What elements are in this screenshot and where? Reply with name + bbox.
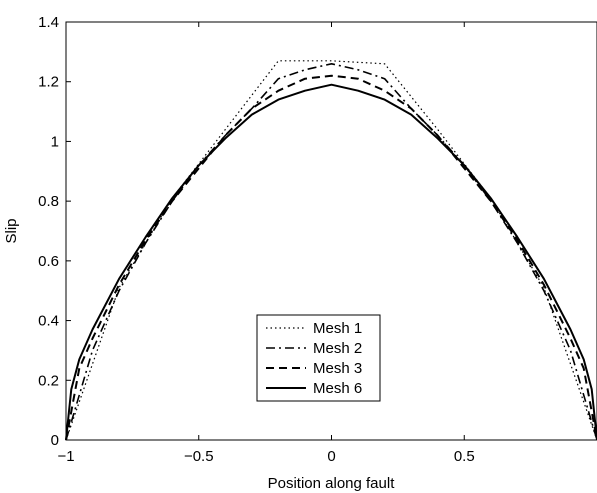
x-tick-label: 0 xyxy=(327,448,335,465)
y-tick-label: 1.4 xyxy=(38,14,59,31)
x-axis-label: Position along fault xyxy=(268,475,396,492)
legend-label-2: Mesh 2 xyxy=(313,340,362,357)
y-tick-label: 1 xyxy=(51,133,59,150)
y-tick-label: 0.6 xyxy=(38,253,59,270)
legend-label-3: Mesh 3 xyxy=(313,360,362,377)
y-tick-label: 0.8 xyxy=(38,193,59,210)
legend: Mesh 1 Mesh 2 Mesh 3 Mesh 6 xyxy=(256,314,381,402)
y-tick-label: 0.4 xyxy=(38,313,59,330)
x-tick-label: 0.5 xyxy=(454,448,475,465)
y-tick-label: 1.2 xyxy=(38,74,59,91)
series-layer xyxy=(65,60,597,441)
x-tick-label: −0.5 xyxy=(184,448,214,465)
legend-box xyxy=(256,314,381,402)
series-line-3 xyxy=(65,74,597,441)
series-line-4 xyxy=(65,83,597,441)
ticks-layer: −1 −0.5 0 0.5 0 0.2 0.4 0.6 0.8 1 1.2 1.4 xyxy=(38,14,475,465)
y-tick-label: 0 xyxy=(51,432,59,449)
y-axis-label: Slip xyxy=(3,218,20,243)
x-tick-label: −1 xyxy=(57,448,74,465)
y-tick-label: 0.2 xyxy=(38,372,59,389)
series-line-2 xyxy=(65,62,597,441)
legend-label-4: Mesh 6 xyxy=(313,380,362,397)
legend-label-1: Mesh 1 xyxy=(313,320,362,337)
